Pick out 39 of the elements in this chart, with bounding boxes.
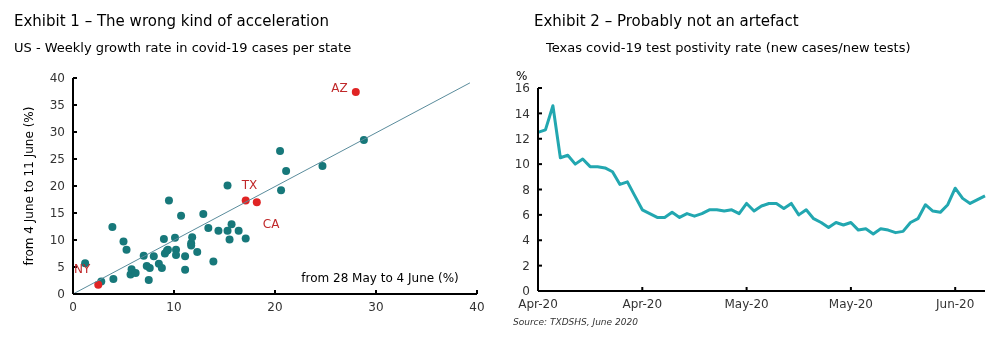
x-tick-label: Jun-20 (935, 297, 975, 311)
y-tick-label: 10 (514, 157, 530, 172)
y-tick-label: 30 (49, 125, 65, 140)
y-tick-label: 5 (57, 260, 65, 275)
x-tick-label: 20 (267, 300, 283, 314)
y-tick-label: 35 (49, 98, 65, 113)
x-tick-label: Apr-20 (518, 297, 558, 311)
chart-title: Exhibit 1 – The wrong kind of acceleration (14, 12, 329, 30)
y-tick-label: 40 (49, 71, 65, 86)
y-tick-label: 4 (522, 233, 530, 248)
chart-subtitle: Texas covid-19 test postivity rate (new cases/new tests) (545, 40, 911, 55)
y-tick-label: 0 (522, 284, 530, 299)
y-tick-label: 25 (49, 152, 65, 167)
x-tick-label: May-20 (828, 297, 873, 311)
annotation: AZ (331, 81, 348, 96)
y-tick-label: 2 (522, 258, 530, 273)
chart-title: Exhibit 2 – Probably not an artefact (534, 12, 799, 30)
y-axis-title: from 4 June to 11 June (%) (22, 106, 36, 266)
y-tick-label: 14 (514, 106, 530, 121)
y-tick-label: 12 (514, 131, 530, 146)
x-tick-label: 0 (69, 300, 77, 314)
x-axis-title: from 28 May to 4 June (%) (301, 271, 459, 285)
y-tick-label: 10 (49, 233, 65, 248)
x-tick-label: May-20 (724, 297, 769, 311)
x-tick-label: Apr-20 (622, 297, 663, 311)
y-tick-label: 16 (514, 81, 530, 96)
chart-subtitle: US - Weekly growth rate in covid-19 cases per state (14, 40, 352, 55)
x-tick-label: 10 (166, 300, 182, 314)
annotation: CA (262, 217, 281, 232)
y-tick-label: 8 (522, 182, 530, 197)
y-tick-label: 20 (49, 179, 65, 194)
y-axis-title: % (516, 69, 528, 83)
x-tick-label: 30 (368, 300, 384, 314)
y-tick-label: 6 (522, 208, 530, 223)
y-tick-label: 15 (49, 206, 65, 221)
annotation: NY (73, 261, 91, 276)
annotation: TX (240, 177, 258, 192)
source-note: Source: TXDSHS, June 2020 (513, 317, 639, 327)
x-tick-label: 40 (469, 300, 485, 314)
